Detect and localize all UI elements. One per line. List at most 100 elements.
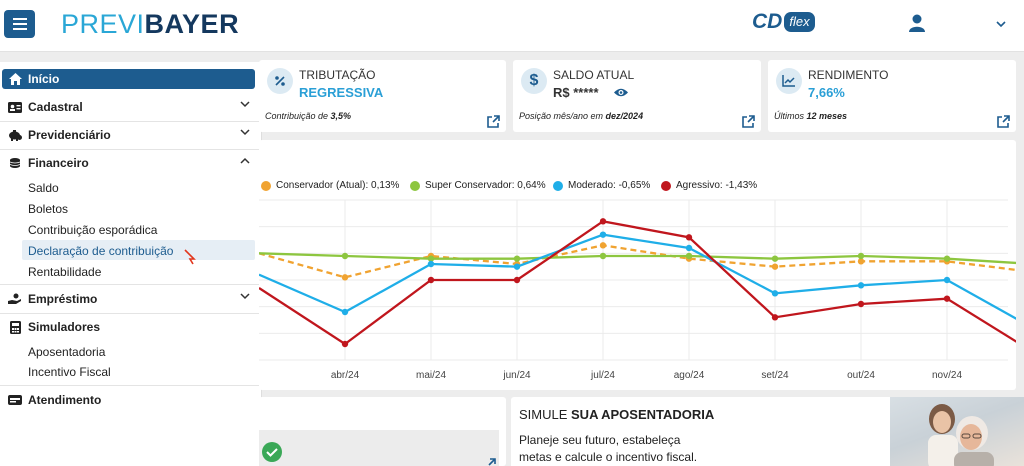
x-tick-label: mai/24 bbox=[416, 370, 446, 381]
saldo-value: R$ ***** bbox=[553, 85, 599, 100]
data-point-agressivo[interactable] bbox=[685, 234, 693, 241]
calculator-icon bbox=[8, 320, 22, 334]
coins-icon bbox=[8, 156, 22, 170]
sidebar-item-previdenciario[interactable]: Previdenciário bbox=[0, 121, 262, 149]
tributacao-label: TRIBUTAÇÃO bbox=[299, 68, 376, 82]
series-line-conservador bbox=[259, 244, 1016, 279]
cdflex-flex-text: flex bbox=[784, 12, 815, 32]
data-point-super-conservador[interactable] bbox=[685, 252, 693, 260]
external-link-icon[interactable] bbox=[483, 458, 496, 466]
sidebar-item-label: Previdenciário bbox=[28, 128, 111, 142]
sidebar-subitem-saldo[interactable]: Saldo bbox=[28, 181, 59, 195]
legend-item-agressivo[interactable]: Agressivo: -1,43% bbox=[661, 180, 757, 191]
logo-text-previ: PREVI bbox=[61, 9, 145, 39]
tributacao-value: REGRESSIVA bbox=[299, 85, 384, 100]
data-point-super-conservador[interactable] bbox=[599, 252, 607, 260]
sidebar-item-financeiro[interactable]: Financeiro bbox=[0, 149, 262, 177]
data-point-moderado[interactable] bbox=[599, 231, 607, 238]
data-point-super-conservador[interactable] bbox=[513, 255, 521, 262]
legend-item-super-conservador[interactable]: Super Conservador: 0,64% bbox=[410, 180, 546, 191]
data-point-conservador[interactable] bbox=[341, 274, 349, 281]
status-card bbox=[259, 397, 506, 466]
chevron-down-icon bbox=[240, 101, 250, 108]
data-point-moderado[interactable] bbox=[341, 308, 349, 316]
data-point-moderado[interactable] bbox=[857, 282, 865, 289]
sidebar-item-label: Financeiro bbox=[28, 156, 89, 170]
chevron-down-icon[interactable] bbox=[996, 20, 1006, 28]
headset-icon bbox=[8, 393, 22, 407]
percent-icon bbox=[267, 68, 293, 94]
data-point-conservador[interactable] bbox=[771, 263, 779, 270]
chevron-down-icon bbox=[240, 293, 250, 300]
mouse-cursor-icon bbox=[184, 249, 196, 265]
data-point-agressivo[interactable] bbox=[857, 300, 865, 308]
data-point-agressivo[interactable] bbox=[771, 314, 779, 321]
sidebar-item-label: Início bbox=[28, 72, 60, 86]
data-point-super-conservador[interactable] bbox=[943, 255, 951, 262]
saldo-footnote: Posição mês/ano em dez/2024 bbox=[519, 111, 644, 121]
simule-description: Planeje seu futuro, estabeleça metas e c… bbox=[519, 433, 698, 464]
x-tick-label: set/24 bbox=[761, 370, 789, 381]
data-point-moderado[interactable] bbox=[685, 244, 693, 252]
x-tick-label: abr/24 bbox=[331, 370, 360, 381]
logo-text-bayer: BAYER bbox=[144, 9, 240, 39]
saldo-label: SALDO ATUAL bbox=[553, 68, 635, 82]
piggy-bank-icon bbox=[8, 128, 22, 142]
previbayer-logo[interactable]: PREVIBAYER bbox=[61, 9, 239, 40]
data-point-moderado[interactable] bbox=[771, 290, 779, 297]
divider bbox=[0, 385, 262, 386]
data-point-super-conservador[interactable] bbox=[771, 255, 779, 262]
data-point-moderado[interactable] bbox=[513, 263, 521, 270]
sidebar-subitem-declaracao-de-contribuicao[interactable]: Declaração de contribuição bbox=[28, 244, 174, 258]
sidebar-item-simuladores[interactable]: Simuladores bbox=[0, 313, 262, 341]
data-point-super-conservador[interactable] bbox=[341, 252, 349, 260]
data-point-agressivo[interactable] bbox=[599, 218, 607, 225]
data-point-agressivo[interactable] bbox=[341, 340, 349, 348]
external-link-icon[interactable] bbox=[997, 115, 1010, 128]
data-point-agressivo[interactable] bbox=[427, 276, 435, 284]
simule-title: SIMULE SUA APOSENTADORIA bbox=[519, 407, 715, 422]
simule-aposentadoria-card[interactable]: SIMULE SUA APOSENTADORIA Planeje seu fut… bbox=[511, 397, 890, 466]
series-line-agressivo bbox=[259, 220, 1016, 346]
data-point-super-conservador[interactable] bbox=[857, 252, 865, 260]
sidebar-subitem-rentabilidade[interactable]: Rentabilidade bbox=[28, 265, 102, 279]
divider bbox=[0, 313, 262, 314]
rendimento-value: 7,66% bbox=[808, 85, 845, 100]
series-line-moderado bbox=[259, 233, 1016, 320]
eye-icon[interactable] bbox=[613, 87, 629, 98]
data-point-conservador[interactable] bbox=[599, 242, 607, 249]
sidebar-item-cadastral[interactable]: Cadastral bbox=[0, 93, 262, 121]
external-link-icon[interactable] bbox=[742, 115, 755, 128]
family-photo bbox=[890, 397, 1024, 466]
external-link-icon[interactable] bbox=[487, 115, 500, 128]
legend-item-moderado[interactable]: Moderado: -0,65% bbox=[553, 180, 650, 191]
data-point-moderado[interactable] bbox=[427, 260, 435, 268]
status-card-panel bbox=[259, 430, 499, 466]
hamburger-icon bbox=[12, 18, 27, 30]
sidebar-subitem-boletos[interactable]: Boletos bbox=[28, 202, 69, 216]
line-chart: abr/24 mai/24 jun/24 jul/24 ago/24 set/24 out/… bbox=[259, 199, 1016, 381]
sidebar-subitem-incentivo-fiscal[interactable]: Incentivo Fiscal bbox=[28, 365, 111, 379]
data-point-agressivo[interactable] bbox=[943, 295, 951, 302]
sidebar-item-label: Atendimento bbox=[28, 393, 102, 407]
sidebar-subitem-aposentadoria[interactable]: Aposentadoria bbox=[28, 345, 106, 359]
sidebar-item-atendimento[interactable]: Atendimento bbox=[0, 386, 262, 414]
divider bbox=[0, 284, 262, 285]
sidebar-item-emprestimo[interactable]: Empréstimo bbox=[0, 285, 262, 313]
sidebar: Início Cadastral Previdenciário Financei… bbox=[0, 62, 262, 466]
divider bbox=[0, 121, 262, 122]
chevron-up-icon bbox=[240, 157, 250, 164]
legend-item-conservador[interactable]: Conservador (Atual): 0,13% bbox=[261, 180, 399, 191]
x-tick-label: out/24 bbox=[847, 370, 875, 381]
data-point-conservador[interactable] bbox=[857, 258, 865, 265]
data-point-super-conservador[interactable] bbox=[427, 255, 435, 262]
sidebar-subitem-contribuicao-esporadica[interactable]: Contribuição esporádica bbox=[28, 223, 158, 237]
check-circle-icon bbox=[262, 442, 282, 462]
data-point-agressivo[interactable] bbox=[513, 276, 521, 284]
user-icon[interactable] bbox=[908, 13, 926, 33]
data-point-moderado[interactable] bbox=[943, 276, 951, 284]
home-icon bbox=[8, 72, 22, 86]
hamburger-menu-button[interactable] bbox=[4, 10, 35, 38]
sidebar-item-inicio[interactable]: Início bbox=[2, 69, 255, 89]
sidebar-item-label: Cadastral bbox=[28, 100, 83, 114]
